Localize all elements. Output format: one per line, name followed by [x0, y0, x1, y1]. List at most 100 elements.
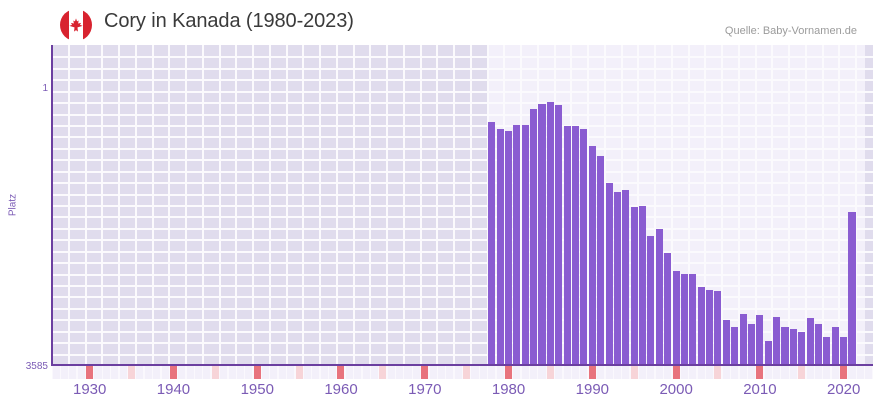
gridline-horizontal [52, 194, 873, 196]
bar[interactable] [739, 314, 747, 365]
tick-mark-major [421, 366, 429, 379]
tick-cell-blank [69, 366, 77, 379]
tick-cell-blank [111, 366, 119, 379]
bar[interactable] [672, 271, 680, 365]
page-title: Cory in Kanada (1980-2023) [104, 10, 354, 32]
bar[interactable] [764, 341, 772, 365]
tick-cell-blank [303, 366, 311, 379]
tick-mark-minor [630, 366, 638, 379]
gridline-horizontal [52, 159, 873, 161]
bar[interactable] [546, 102, 554, 365]
tick-cell-blank [94, 366, 102, 379]
tick-cell-blank [228, 366, 236, 379]
y-axis-line [51, 45, 53, 366]
bar[interactable] [689, 274, 697, 365]
bar[interactable] [639, 206, 647, 365]
y-axis-max-label: 1 [42, 83, 48, 94]
bar[interactable] [831, 327, 839, 365]
tick-cell-blank [102, 366, 110, 379]
bar[interactable] [521, 125, 529, 365]
tick-cell-blank [555, 366, 563, 379]
x-axis-tick-label: 1930 [73, 381, 107, 398]
bar[interactable] [664, 253, 672, 365]
bar[interactable] [714, 291, 722, 365]
bar[interactable] [697, 287, 705, 365]
bar[interactable] [814, 324, 823, 365]
bar[interactable] [605, 183, 613, 365]
gridline-horizontal [52, 308, 873, 310]
bar[interactable] [580, 129, 588, 365]
tick-mark-minor [798, 366, 806, 379]
tick-cell-blank [613, 366, 621, 379]
tick-cell-blank [538, 366, 546, 379]
tick-cell-blank [278, 366, 286, 379]
bar[interactable] [513, 125, 521, 365]
gridline-horizontal [52, 79, 873, 81]
bar[interactable] [773, 317, 781, 365]
tick-mark-major [169, 366, 177, 379]
bar[interactable] [496, 129, 504, 365]
bar[interactable] [680, 274, 688, 365]
tick-cell-blank [655, 366, 663, 379]
bar[interactable] [798, 332, 806, 365]
bar[interactable] [622, 190, 630, 365]
bar[interactable] [655, 229, 663, 365]
tick-cell-blank [52, 366, 60, 379]
bar[interactable] [588, 146, 596, 365]
bar[interactable] [747, 324, 755, 365]
bar[interactable] [504, 131, 513, 365]
bar[interactable] [840, 337, 848, 365]
bar[interactable] [722, 320, 730, 365]
bar[interactable] [563, 126, 571, 365]
tick-cell-blank [220, 366, 228, 379]
tick-cell-blank [731, 366, 739, 379]
tick-cell-blank [789, 366, 797, 379]
tick-cell-blank [605, 366, 613, 379]
gridline-horizontal [52, 148, 873, 150]
tick-cell-blank [697, 366, 705, 379]
tick-cell-blank [429, 366, 437, 379]
source-attribution: Quelle: Baby-Vornamen.de [724, 25, 857, 37]
gridline-horizontal [52, 251, 873, 253]
tick-cell-blank [262, 366, 270, 379]
bar[interactable] [488, 122, 496, 365]
tick-cell-blank [362, 366, 370, 379]
x-axis-tick-label: 1950 [240, 381, 274, 398]
tick-mark-major [504, 366, 513, 379]
tick-cell-blank [831, 366, 839, 379]
tick-cell-blank [312, 366, 320, 379]
bar[interactable] [781, 327, 789, 365]
bar[interactable] [806, 318, 814, 365]
gridline-horizontal [52, 216, 873, 218]
tick-cell-blank [530, 366, 538, 379]
plot-area [52, 45, 873, 365]
tick-cell-blank [597, 366, 605, 379]
bar[interactable] [572, 126, 580, 365]
bar[interactable] [597, 156, 605, 365]
bar[interactable] [613, 192, 621, 365]
bar[interactable] [823, 337, 831, 365]
bar[interactable] [731, 327, 739, 365]
tick-cell-blank [689, 366, 697, 379]
bar[interactable] [706, 290, 714, 365]
bar[interactable] [530, 109, 538, 365]
tick-cell-blank [387, 366, 395, 379]
maple-leaf-icon [69, 18, 83, 32]
tick-cell-blank [161, 366, 169, 379]
bar[interactable] [848, 212, 856, 365]
bar[interactable] [538, 104, 546, 365]
tick-cell-blank [195, 366, 203, 379]
bar[interactable] [756, 315, 764, 365]
tick-mark-minor [127, 366, 136, 379]
tick-cell-blank [60, 366, 69, 379]
tick-cell-blank [722, 366, 730, 379]
bar[interactable] [630, 207, 638, 365]
tick-mark-minor [295, 366, 303, 379]
bar[interactable] [789, 329, 797, 365]
y-axis-title: Platz [7, 193, 19, 217]
bar[interactable] [555, 105, 563, 365]
tick-cell-blank [580, 366, 588, 379]
tick-cell-blank [454, 366, 462, 379]
bar[interactable] [647, 236, 655, 365]
